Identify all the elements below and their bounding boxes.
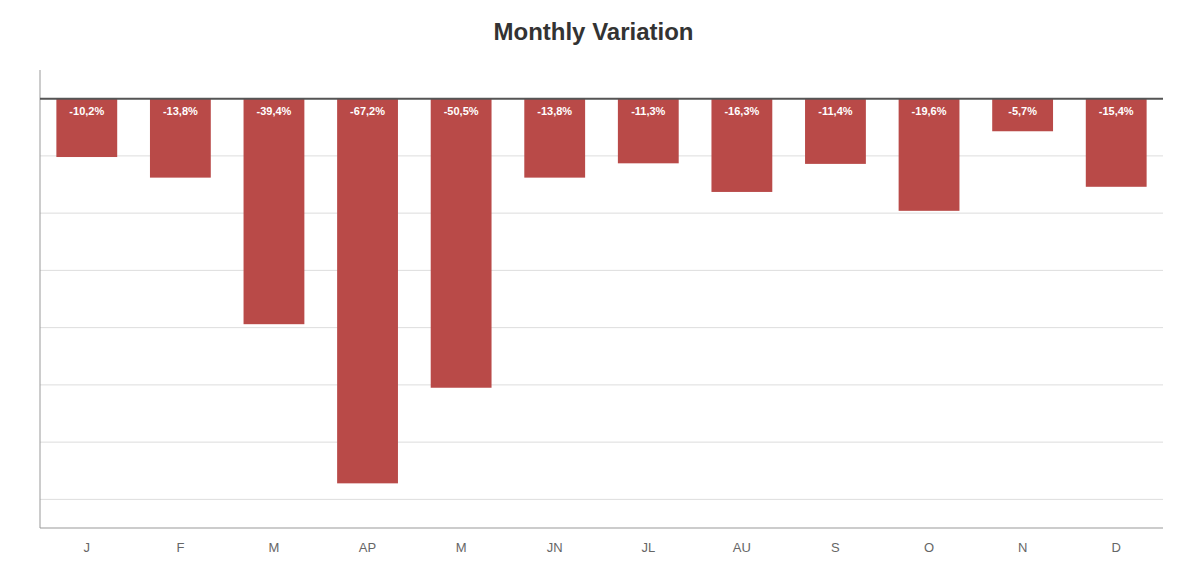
bar: [618, 99, 679, 164]
x-tick-label: N: [1018, 540, 1027, 555]
y-axis-line: [40, 70, 41, 528]
grid-line: [40, 384, 1163, 385]
grid-line: [40, 327, 1163, 328]
data-label: -67,2%: [350, 105, 385, 117]
x-tick-label: JL: [641, 540, 655, 555]
x-tick-label: M: [456, 540, 467, 555]
data-label: -13,8%: [537, 105, 572, 117]
data-label: -11,3%: [631, 105, 665, 117]
x-tick-label: S: [831, 540, 840, 555]
chart-title: Monthly Variation: [493, 18, 693, 45]
bar: [805, 99, 866, 164]
x-axis-line: [40, 528, 1163, 529]
bar: [56, 99, 117, 157]
bar: [244, 99, 305, 325]
data-label: -11,4%: [818, 105, 852, 117]
data-label: -39,4%: [257, 105, 292, 117]
data-label: -50,5%: [444, 105, 479, 117]
x-tick-label: AP: [359, 540, 376, 555]
bar: [711, 99, 772, 192]
bar: [524, 99, 585, 178]
grid-line: [40, 270, 1163, 271]
x-tick-label: JN: [547, 540, 563, 555]
data-label: -13,8%: [163, 105, 198, 117]
grid: [40, 99, 1163, 500]
bar: [150, 99, 211, 178]
x-tick-label: J: [84, 540, 91, 555]
x-tick-label: O: [924, 540, 934, 555]
bar: [992, 99, 1053, 132]
bar: [1086, 99, 1147, 187]
bar: [899, 99, 960, 211]
data-label: -19,6%: [912, 105, 947, 117]
zero-line: [40, 98, 1163, 100]
x-tick-label: D: [1112, 540, 1121, 555]
grid-line: [40, 213, 1163, 214]
data-label: -16,3%: [724, 105, 759, 117]
data-label: -15,4%: [1099, 105, 1134, 117]
bar: [431, 99, 492, 388]
data-labels: -10,2% -13,8% -39,4% -67,2% -50,5% -13,8% -11,…: [69, 105, 1133, 117]
x-tick-label: M: [269, 540, 280, 555]
bars: [56, 99, 1146, 484]
grid-line: [40, 442, 1163, 443]
chart-container: Monthly Variation -10,2% -13,8% -39,4% -67,2…: [0, 0, 1187, 576]
x-tick-label: F: [176, 540, 184, 555]
grid-line: [40, 98, 1163, 99]
grid-line: [40, 499, 1163, 500]
chart-svg: Monthly Variation -10,2% -13,8% -39,4% -67,2…: [0, 0, 1187, 576]
x-ticks: J F M AP M JN JL AU S O N D: [84, 540, 1121, 555]
x-tick-label: AU: [733, 540, 751, 555]
bar: [337, 99, 398, 484]
data-label: -10,2%: [69, 105, 104, 117]
data-label: -5,7%: [1008, 105, 1037, 117]
